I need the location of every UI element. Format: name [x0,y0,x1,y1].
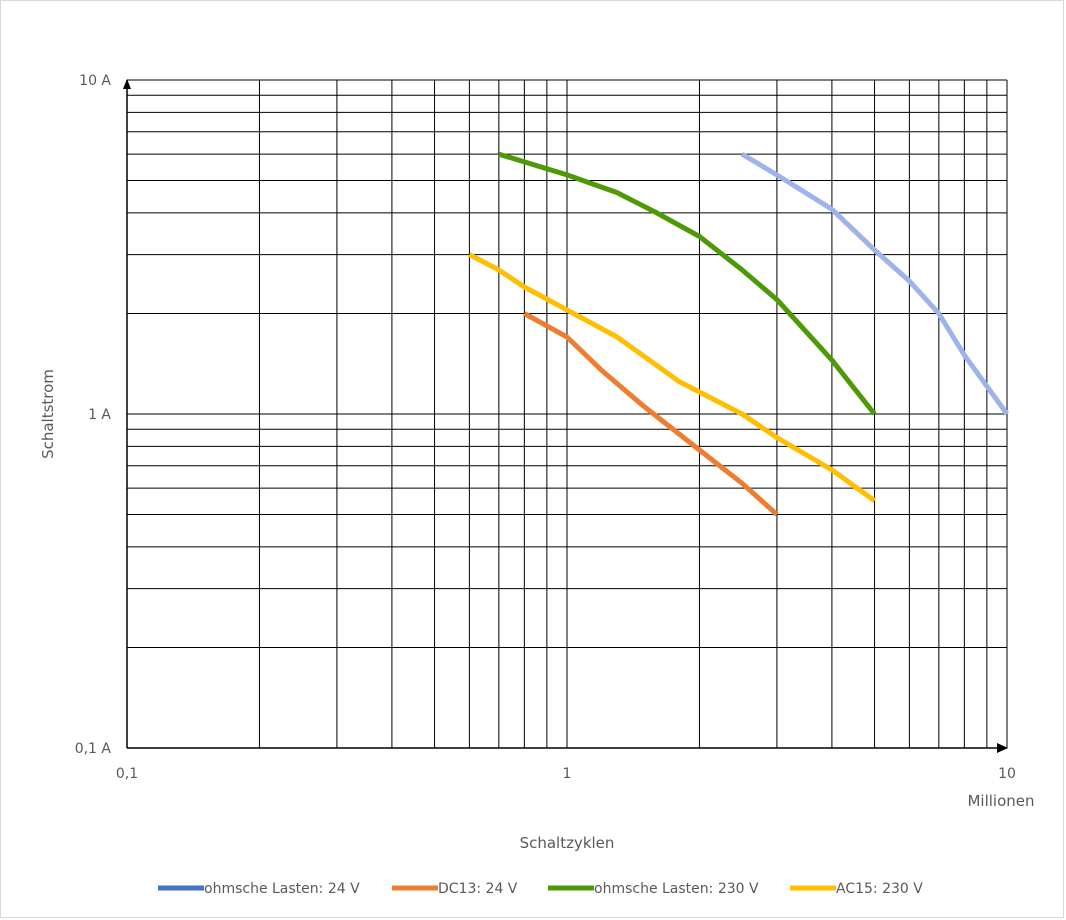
legend-label-4: AC15: 230 V [836,881,923,897]
y-tick-label: 1 A [88,407,111,423]
y-axis-title: Schaltstrom [39,369,57,459]
x-axis-title: Schaltzyklen [520,834,615,852]
legend-label-1: ohmsche Lasten: 24 V [204,881,360,897]
series-line-1 [740,151,1010,416]
labels-layer: 0,1 A 1 A 10 A 0,1 1 10 Millionen Schaltzyklen S… [39,73,1035,852]
x-unit-label: Millionen [967,792,1034,810]
legend-label-3: ohmsche Lasten: 230 V [594,881,759,897]
x-tick-label: 0,1 [116,766,138,782]
x-tick-label: 1 [563,766,572,782]
legend-label-2: DC13: 24 V [438,881,518,897]
axes-layer [123,79,1008,753]
x-tick-label: 10 [998,766,1016,782]
series-line-3 [498,151,877,416]
series-line-2 [523,311,779,517]
series-layer [468,151,1010,517]
y-axis-arrow [123,79,131,89]
x-axis-arrow [997,743,1008,753]
legend: ohmsche Lasten: 24 V DC13: 24 V ohmsche La… [158,881,923,897]
y-tick-label: 0,1 A [75,741,112,757]
grid-layer [127,79,1008,748]
series-line-4 [468,252,876,503]
y-tick-label: 10 A [79,73,111,89]
